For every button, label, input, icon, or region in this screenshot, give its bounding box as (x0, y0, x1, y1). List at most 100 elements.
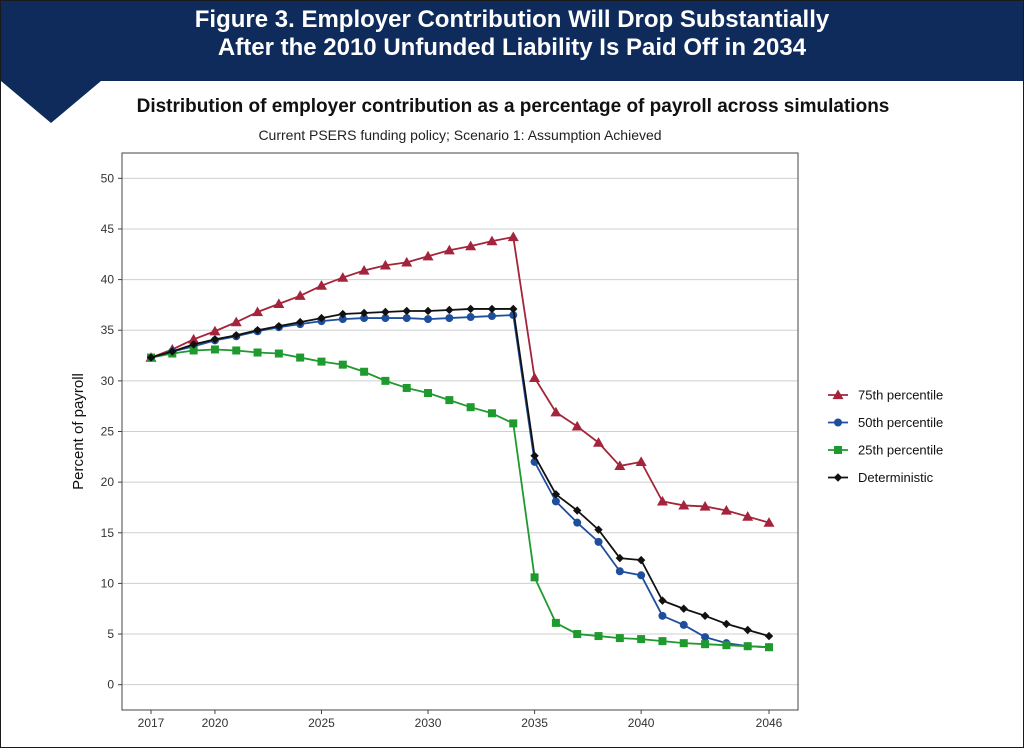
data-point-25th-percentile (487, 409, 496, 418)
x-tick-label: 2035 (521, 716, 548, 730)
data-point-75th-percentile (720, 504, 732, 515)
data-point-75th-percentile (422, 250, 434, 261)
data-point-75th-percentile (635, 456, 647, 467)
data-point-deterministic (338, 309, 347, 319)
banner-notch-decoration (1, 81, 101, 123)
x-tick-label: 2025 (308, 716, 335, 730)
data-point-75th-percentile (252, 306, 264, 317)
legend-entry-25th-percentile: 25th percentile (828, 443, 943, 458)
y-tick-label: 5 (107, 627, 114, 641)
legend-label: 75th percentile (858, 388, 943, 403)
data-point-25th-percentile (743, 642, 752, 651)
data-point-deterministic (764, 631, 774, 641)
data-point-75th-percentile (273, 298, 285, 309)
data-point-deterministic (615, 553, 625, 563)
data-point-50th-percentile (381, 314, 390, 323)
data-point-50th-percentile (615, 567, 624, 576)
x-tick-label: 2030 (415, 716, 442, 730)
data-point-25th-percentile (445, 396, 454, 405)
data-point-deterministic (317, 313, 326, 323)
data-point-75th-percentile (614, 460, 626, 471)
data-point-25th-percentile (338, 360, 347, 369)
data-point-25th-percentile (765, 643, 773, 652)
data-point-75th-percentile (315, 280, 327, 290)
y-tick-label: 50 (101, 171, 115, 185)
data-point-deterministic (168, 347, 177, 356)
data-point-deterministic (445, 305, 454, 315)
data-point-deterministic (551, 490, 561, 499)
data-point-25th-percentile (594, 632, 603, 641)
y-tick-label: 15 (101, 526, 115, 540)
y-axis-label: Percent of payroll (70, 373, 87, 490)
data-point-75th-percentile (230, 316, 242, 327)
data-point-deterministic (700, 611, 710, 621)
data-point-50th-percentile (658, 611, 667, 620)
x-tick-label: 2040 (628, 716, 655, 730)
data-point-25th-percentile (402, 383, 411, 392)
y-tick-label: 40 (101, 273, 115, 287)
data-point-25th-percentile (232, 346, 241, 355)
data-point-75th-percentile (742, 511, 754, 521)
data-point-50th-percentile (445, 314, 454, 323)
data-point-deterministic (573, 506, 582, 515)
data-point-50th-percentile (701, 633, 710, 642)
data-point-25th-percentile (274, 349, 283, 358)
data-point-50th-percentile (466, 313, 475, 322)
data-point-75th-percentile (401, 256, 413, 267)
data-point-50th-percentile (594, 537, 603, 546)
data-point-deterministic (274, 321, 284, 331)
data-point-75th-percentile (571, 420, 583, 431)
chart-subtitle: Current PSERS funding policy; Scenario 1… (258, 127, 662, 143)
legend-label: 25th percentile (858, 443, 943, 458)
data-point-deterministic (743, 625, 752, 635)
data-point-25th-percentile (360, 367, 369, 376)
data-point-25th-percentile (210, 345, 219, 354)
y-tick-label: 10 (101, 576, 115, 590)
data-point-deterministic (232, 331, 241, 340)
y-tick-label: 0 (107, 678, 114, 692)
legend-key-marker (833, 473, 843, 482)
data-point-25th-percentile (424, 389, 433, 398)
data-point-deterministic (381, 307, 390, 317)
data-point-25th-percentile (381, 376, 390, 385)
data-point-deterministic (636, 555, 646, 565)
series-deterministic (146, 304, 774, 641)
data-point-25th-percentile (722, 641, 731, 650)
data-point-deterministic (210, 335, 220, 344)
legend-label: Deterministic (858, 470, 934, 485)
data-point-deterministic (295, 317, 305, 327)
data-point-75th-percentile (443, 244, 455, 255)
data-point-75th-percentile (507, 231, 519, 242)
data-point-50th-percentile (424, 315, 433, 324)
data-point-25th-percentile (530, 573, 539, 582)
data-point-deterministic (594, 525, 603, 534)
data-point-25th-percentile (466, 403, 475, 412)
data-point-50th-percentile (402, 314, 411, 323)
x-tick-label: 2046 (756, 716, 783, 730)
data-point-25th-percentile (637, 635, 646, 644)
data-point-deterministic (658, 596, 667, 605)
data-point-75th-percentile (379, 259, 391, 270)
data-point-25th-percentile (658, 637, 667, 646)
data-point-25th-percentile (573, 630, 582, 639)
data-point-75th-percentile (465, 240, 477, 251)
data-point-deterministic (253, 326, 262, 335)
data-point-75th-percentile (678, 499, 690, 510)
figure-title-line-2: After the 2010 Unfunded Liability Is Pai… (217, 34, 807, 61)
data-point-deterministic (530, 451, 539, 461)
series-group (145, 231, 775, 652)
data-point-50th-percentile (360, 314, 369, 323)
legend-entry-50th-percentile: 50th percentile (828, 415, 943, 430)
data-point-50th-percentile (637, 571, 646, 580)
data-point-25th-percentile (189, 346, 198, 355)
data-point-75th-percentile (593, 437, 605, 447)
legend-key-marker (832, 389, 844, 400)
data-point-75th-percentile (337, 272, 349, 282)
data-point-75th-percentile (529, 372, 541, 382)
legend-label: 50th percentile (858, 415, 943, 430)
data-point-deterministic (402, 306, 411, 316)
data-point-deterministic (423, 306, 433, 316)
data-point-deterministic (146, 353, 156, 362)
